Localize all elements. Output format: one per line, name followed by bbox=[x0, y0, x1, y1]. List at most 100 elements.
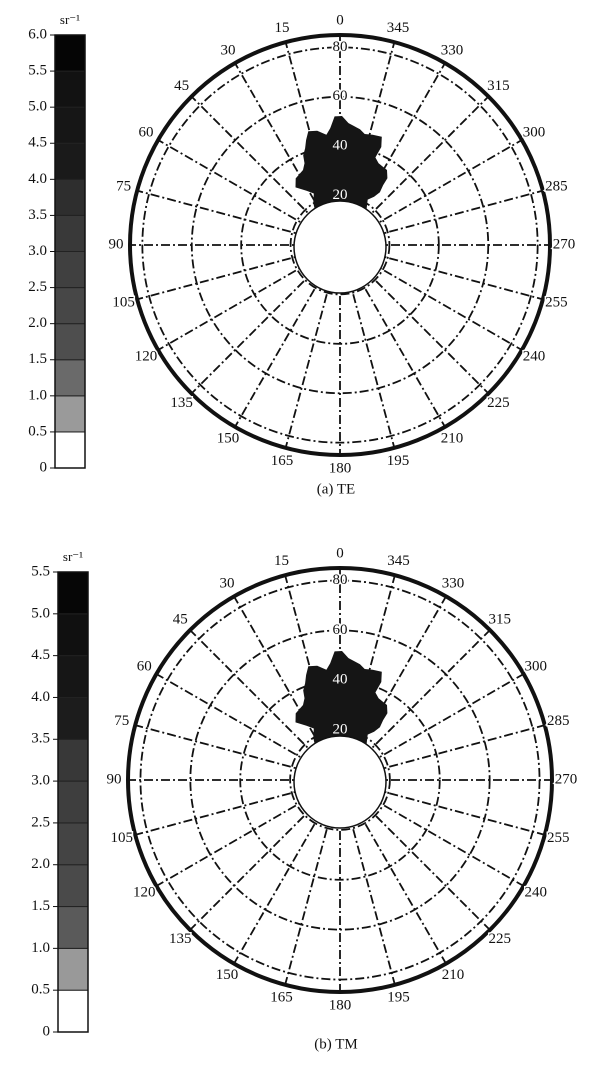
colorbar-tick-label: 4.5 bbox=[28, 135, 47, 151]
center-hole bbox=[293, 200, 387, 294]
colorbar-tick-label: 2.5 bbox=[31, 814, 50, 830]
theta-tick-label: 270 bbox=[555, 771, 578, 787]
theta-tick-label: 0 bbox=[336, 12, 344, 28]
theta-tick-label: 75 bbox=[116, 178, 131, 194]
intensity-region bbox=[295, 651, 388, 756]
caption: (b) TM bbox=[314, 1036, 357, 1052]
colorbar-tick-label: 0 bbox=[40, 459, 48, 475]
colorbar-segment bbox=[57, 738, 89, 782]
theta-tick-label: 300 bbox=[524, 658, 547, 674]
theta-tick-label: 195 bbox=[387, 990, 410, 1006]
theta-tick-label: 180 bbox=[329, 460, 352, 476]
colorbar-segment bbox=[57, 780, 89, 824]
theta-tick-label: 225 bbox=[487, 395, 510, 411]
theta-tick-label: 180 bbox=[329, 997, 352, 1013]
colorbar-segment bbox=[57, 864, 89, 908]
theta-tick-label: 240 bbox=[523, 348, 546, 364]
theta-tick-label: 135 bbox=[169, 931, 192, 947]
colorbar-tick-label: 5.0 bbox=[31, 605, 50, 621]
theta-tick-label: 135 bbox=[170, 395, 193, 411]
r-tick-label: 60 bbox=[333, 622, 348, 638]
r-tick-label: 80 bbox=[333, 39, 348, 55]
r-tick-label: 40 bbox=[333, 138, 348, 154]
theta-tick-label: 240 bbox=[524, 884, 547, 900]
colorbar-segment bbox=[54, 323, 86, 361]
theta-tick-label: 195 bbox=[387, 453, 410, 469]
colorbar-segment bbox=[57, 989, 89, 1033]
colorbar-tick-label: 0.5 bbox=[28, 423, 47, 439]
theta-tick-label: 285 bbox=[547, 713, 570, 729]
colorbar-tick-label: 5.5 bbox=[28, 63, 47, 79]
caption: (a) TE bbox=[317, 481, 355, 497]
theta-tick-label: 105 bbox=[112, 294, 135, 310]
theta-tick-label: 150 bbox=[217, 430, 240, 446]
theta-tick-label: 60 bbox=[139, 124, 154, 140]
colorbar-segment bbox=[57, 696, 89, 740]
colorbar-tick-label: 1.0 bbox=[28, 387, 47, 403]
colorbar-segment bbox=[57, 655, 89, 698]
theta-tick-label: 150 bbox=[216, 967, 239, 983]
theta-tick-label: 15 bbox=[274, 553, 289, 569]
colorbar-segment bbox=[54, 359, 86, 397]
theta-tick-label: 90 bbox=[109, 236, 124, 252]
colorbar-segment bbox=[57, 906, 89, 949]
ring-grid bbox=[289, 194, 391, 296]
theta-tick-label: 210 bbox=[441, 430, 464, 446]
colorbar-segment bbox=[54, 178, 86, 216]
theta-tick-label: 165 bbox=[271, 453, 294, 469]
r-tick-label: 20 bbox=[333, 187, 348, 203]
colorbar-tick-label: 3.5 bbox=[28, 207, 47, 223]
theta-tick-label: 225 bbox=[489, 931, 512, 947]
colorbar-tick-label: 3.0 bbox=[28, 243, 47, 259]
colorbar-tick-label: 2.0 bbox=[28, 315, 47, 331]
colorbar-segment bbox=[54, 142, 86, 180]
theta-tick-label: 90 bbox=[107, 771, 122, 787]
theta-tick-label: 255 bbox=[545, 294, 568, 310]
outer-circle bbox=[126, 566, 554, 994]
theta-tick-label: 45 bbox=[174, 78, 189, 94]
colorbar-tick-label: 1.5 bbox=[28, 351, 47, 367]
colorbar-segment bbox=[57, 613, 89, 657]
colorbar-tick-label: 5.5 bbox=[31, 563, 50, 579]
intensity-region bbox=[295, 116, 388, 221]
colorbar-tick-label: 4.0 bbox=[31, 689, 50, 705]
theta-tick-label: 330 bbox=[442, 576, 465, 592]
theta-tick-label: 30 bbox=[221, 42, 236, 58]
theta-tick-label: 30 bbox=[220, 576, 235, 592]
colorbar-tick-label: 5.0 bbox=[28, 99, 47, 115]
colorbar-label: sr⁻¹ bbox=[60, 12, 80, 27]
theta-tick-label: 0 bbox=[336, 545, 344, 561]
colorbar-tick-label: 3.5 bbox=[31, 731, 50, 747]
colorbar-segment bbox=[57, 822, 89, 866]
theta-tick-label: 120 bbox=[133, 884, 156, 900]
colorbar-segment bbox=[54, 251, 86, 289]
colorbar-segment bbox=[54, 214, 86, 253]
theta-tick-label: 45 bbox=[173, 612, 188, 628]
theta-tick-label: 285 bbox=[545, 178, 568, 194]
theta-tick-label: 270 bbox=[553, 236, 576, 252]
colorbar-tick-label: 1.5 bbox=[31, 898, 50, 914]
ring-grid bbox=[239, 679, 441, 881]
theta-tick-label: 75 bbox=[114, 713, 129, 729]
outer-circle bbox=[128, 33, 552, 457]
colorbar-segment bbox=[54, 287, 86, 325]
colorbar-tick-label: 2.0 bbox=[31, 856, 50, 872]
colorbar-segment bbox=[57, 947, 89, 991]
colorbar-segment bbox=[57, 571, 89, 615]
colorbar-frame bbox=[57, 571, 89, 1033]
theta-tick-label: 255 bbox=[547, 830, 570, 846]
colorbar-segment bbox=[54, 395, 86, 433]
colorbar-tick-label: 2.5 bbox=[28, 279, 47, 295]
colorbar-tick-label: 0 bbox=[43, 1023, 51, 1039]
r-tick-label: 60 bbox=[333, 88, 348, 104]
theta-tick-label: 15 bbox=[275, 20, 290, 36]
theta-tick-label: 165 bbox=[270, 990, 293, 1006]
theta-tick-label: 345 bbox=[387, 553, 410, 569]
colorbar-segment bbox=[54, 34, 86, 72]
theta-tick-label: 315 bbox=[489, 612, 512, 628]
ring-grid bbox=[141, 46, 539, 444]
colorbar-tick-label: 3.0 bbox=[31, 773, 50, 789]
r-tick-label: 40 bbox=[333, 672, 348, 688]
colorbar-tick-label: 4.5 bbox=[31, 647, 50, 663]
